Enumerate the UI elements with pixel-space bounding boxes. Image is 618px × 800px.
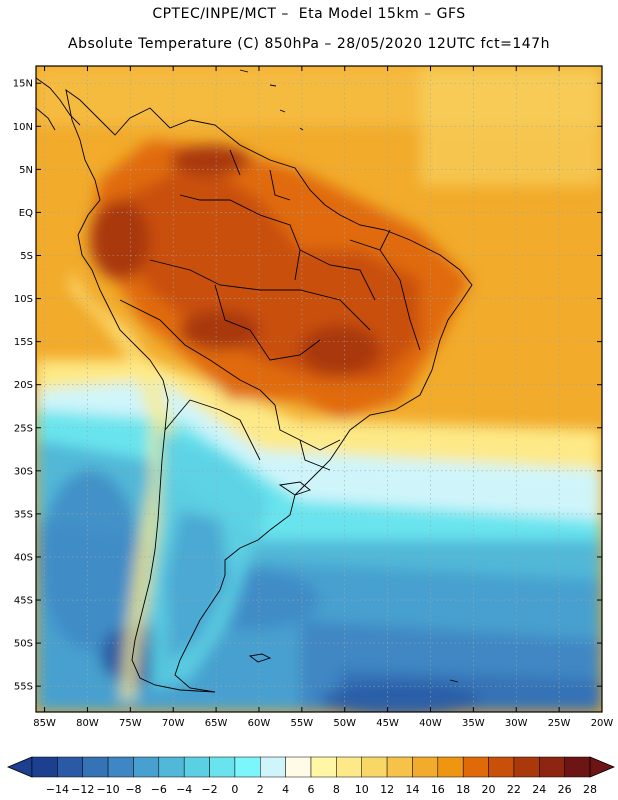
colorbar-label: −6: [151, 783, 167, 796]
colorbar-label: 22: [507, 783, 521, 796]
colorbar-label: −8: [125, 783, 141, 796]
lon-tick-label: 80W: [76, 718, 99, 729]
colorbar-label: 14: [405, 783, 419, 796]
colorbar-swatch: [462, 756, 489, 778]
colorbar-label: 20: [482, 783, 496, 796]
colorbar-label: 28: [583, 783, 597, 796]
lon-tick-label: 60W: [248, 718, 271, 729]
lon-tick-label: 55W: [291, 718, 314, 729]
longitude-axis: 85W 80W 75W 70W 65W 60W 55W 50W 45W 40W 35W 30W 25W 2…: [33, 66, 613, 729]
lat-tick-label: 30S: [14, 466, 33, 477]
colorbar-label: 18: [456, 783, 470, 796]
latitude-axis: 15N 10N 5N EQ 5S 10S 15S 20S 25S 30S 35S 40S 45S 50S 5…: [13, 79, 602, 693]
temperature-field: [36, 66, 602, 712]
lat-tick-label: 10S: [14, 294, 33, 305]
colorbar-label: 0: [231, 783, 238, 796]
colorbar-label: 2: [257, 783, 264, 796]
colorbar-swatch: [158, 756, 185, 778]
colorbar-swatch: [209, 756, 236, 778]
lat-tick-label: 10N: [13, 122, 33, 133]
lat-tick-label: 5S: [20, 251, 33, 262]
colorbar-swatch: [564, 756, 591, 778]
lat-tick-label: 25S: [14, 423, 33, 434]
lon-tick-label: 25W: [548, 718, 571, 729]
colorbar-label: 6: [308, 783, 315, 796]
map-frame: [35, 65, 603, 713]
lat-tick-label: 20S: [14, 380, 33, 391]
lat-tick-label: EQ: [19, 208, 33, 219]
lat-tick-label: 15N: [13, 79, 33, 90]
colorbar-label: −4: [176, 783, 192, 796]
colorbar-label: 26: [558, 783, 572, 796]
colorbar-swatch: [310, 756, 337, 778]
lon-tick-label: 50W: [333, 718, 356, 729]
colorbar-swatch: [437, 756, 464, 778]
colorbar-label: 12: [380, 783, 394, 796]
colorbar-swatch: [107, 756, 134, 778]
colorbar-label: −14: [46, 783, 69, 796]
lat-tick-label: 15S: [14, 337, 33, 348]
colorbar-swatch: [412, 756, 439, 778]
colorbar-swatch: [57, 756, 83, 778]
colorbar-swatch: [539, 756, 565, 778]
colorbar-label: −2: [201, 783, 217, 796]
lat-tick-label: 35S: [14, 509, 33, 520]
colorbar-swatch: [82, 756, 109, 778]
colorbar-swatch: [31, 756, 58, 778]
lon-tick-label: 85W: [33, 718, 56, 729]
colorbar-low-arrow: [6, 756, 33, 778]
colorbar-label: 4: [282, 783, 289, 796]
lat-tick-label: 5N: [19, 165, 33, 176]
lat-tick-label: 55S: [14, 682, 33, 693]
lon-tick-label: 70W: [162, 718, 185, 729]
colorbar-swatch: [234, 756, 261, 778]
colorbar-swatch: [285, 756, 312, 778]
lon-tick-label: 35W: [462, 718, 485, 729]
lon-tick-label: 30W: [505, 718, 528, 729]
map-subtitle: Absolute Temperature (C) 850hPa – 28/05/…: [68, 36, 550, 52]
colorbar-swatch: [336, 756, 362, 778]
colorbar-swatch: [513, 756, 540, 778]
lon-tick-label: 65W: [205, 718, 228, 729]
lon-tick-label: 45W: [376, 718, 399, 729]
colorbar-label: −10: [96, 783, 119, 796]
colorbar-swatch: [183, 756, 210, 778]
colorbar-swatch: [260, 756, 286, 778]
coastlines: [36, 69, 473, 693]
colorbar-label: −12: [71, 783, 94, 796]
colorbar-label: 24: [532, 783, 546, 796]
map-title: CPTEC/INPE/MCT – Eta Model 15km – GFS: [152, 6, 466, 22]
colorbar-label: 10: [355, 783, 369, 796]
lon-tick-label: 75W: [119, 718, 142, 729]
colorbar-swatch: [386, 756, 413, 778]
lat-tick-label: 45S: [14, 596, 33, 607]
colorbar-label: 16: [431, 783, 445, 796]
colorbar-swatch: [361, 756, 388, 778]
color-legend: −14 −12 −10 −8 −6 −4 −2 0 2 4 6 8 10 12 14 16 18 20 22 24 26…: [6, 756, 616, 796]
colorbar-swatch: [133, 756, 160, 778]
colorbar-swatch: [488, 756, 515, 778]
colorbar-high-arrow: [589, 756, 616, 778]
lon-tick-label: 20W: [591, 718, 614, 729]
lat-tick-label: 50S: [14, 639, 33, 650]
lon-tick-label: 40W: [419, 718, 442, 729]
lat-tick-label: 40S: [14, 552, 33, 563]
colorbar-label: 8: [333, 783, 340, 796]
